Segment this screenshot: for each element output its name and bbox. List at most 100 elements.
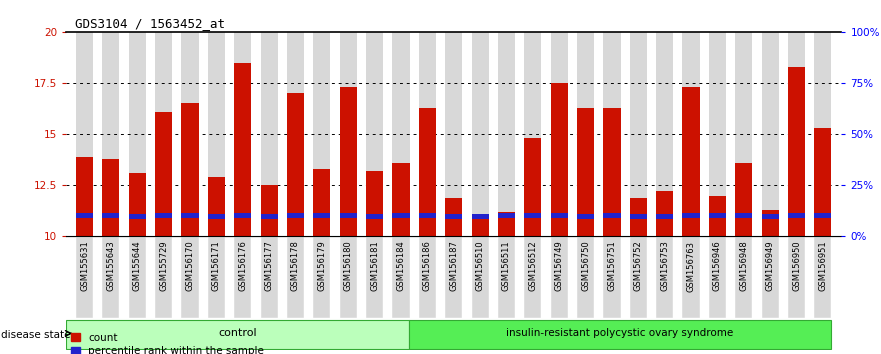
Bar [788, 213, 805, 218]
Bar [234, 32, 251, 236]
Bar [366, 32, 383, 236]
Bar [603, 108, 620, 236]
Bar [524, 213, 542, 218]
Bar [261, 32, 278, 236]
Text: GSM156752: GSM156752 [633, 241, 643, 291]
FancyBboxPatch shape [788, 236, 805, 318]
Bar [445, 198, 463, 236]
Text: GSM155644: GSM155644 [133, 241, 142, 291]
Text: GSM156950: GSM156950 [792, 241, 801, 291]
Bar [181, 103, 198, 236]
Bar [314, 32, 330, 236]
Bar [577, 108, 594, 236]
Bar [418, 108, 436, 236]
FancyBboxPatch shape [603, 236, 620, 318]
Bar [761, 32, 779, 236]
FancyBboxPatch shape [683, 236, 700, 318]
Bar [761, 210, 779, 236]
FancyBboxPatch shape [314, 236, 330, 318]
Bar [208, 32, 225, 236]
Bar [366, 214, 383, 219]
Bar [155, 213, 172, 218]
Bar [524, 32, 542, 236]
FancyBboxPatch shape [76, 236, 93, 318]
Text: GSM156181: GSM156181 [370, 241, 379, 291]
Bar [709, 195, 726, 236]
Bar [287, 213, 304, 218]
FancyBboxPatch shape [392, 236, 410, 318]
Bar [551, 213, 567, 218]
Bar [129, 32, 146, 236]
Bar [471, 214, 489, 236]
Bar [603, 213, 620, 218]
Bar [261, 214, 278, 219]
Bar [736, 213, 752, 218]
Bar [392, 163, 410, 236]
Bar [814, 128, 832, 236]
FancyBboxPatch shape [418, 236, 436, 318]
Bar [736, 32, 752, 236]
Bar [656, 214, 673, 219]
Bar [683, 87, 700, 236]
Text: GSM155729: GSM155729 [159, 241, 168, 291]
Bar [340, 213, 357, 218]
Bar [498, 213, 515, 218]
Bar [181, 213, 198, 218]
Bar [234, 213, 251, 218]
Bar [498, 212, 515, 236]
Bar [102, 32, 120, 236]
Bar [181, 32, 198, 236]
Bar [577, 32, 594, 236]
Bar [76, 213, 93, 218]
Text: GSM156511: GSM156511 [502, 241, 511, 291]
Text: GSM156176: GSM156176 [238, 241, 248, 291]
Bar [551, 32, 567, 236]
FancyBboxPatch shape [551, 236, 567, 318]
FancyBboxPatch shape [498, 236, 515, 318]
Text: GSM156170: GSM156170 [186, 241, 195, 291]
FancyBboxPatch shape [409, 320, 831, 349]
FancyBboxPatch shape [102, 236, 120, 318]
FancyBboxPatch shape [524, 236, 542, 318]
Text: GSM156186: GSM156186 [423, 241, 432, 291]
FancyBboxPatch shape [181, 236, 198, 318]
Bar [788, 67, 805, 236]
Bar [314, 169, 330, 236]
Bar [630, 198, 647, 236]
Text: insulin-resistant polycystic ovary syndrome: insulin-resistant polycystic ovary syndr… [507, 329, 734, 338]
FancyBboxPatch shape [736, 236, 752, 318]
Bar [418, 32, 436, 236]
FancyBboxPatch shape [577, 236, 594, 318]
Text: GSM156948: GSM156948 [739, 241, 748, 291]
Text: GSM156951: GSM156951 [818, 241, 827, 291]
Bar [524, 138, 542, 236]
Bar [366, 171, 383, 236]
Text: GSM156751: GSM156751 [607, 241, 617, 291]
FancyBboxPatch shape [814, 236, 832, 318]
Text: GSM156949: GSM156949 [766, 241, 774, 291]
Bar [471, 32, 489, 236]
Bar [603, 32, 620, 236]
Text: GSM156510: GSM156510 [476, 241, 485, 291]
Text: GSM156749: GSM156749 [555, 241, 564, 291]
Text: GSM156946: GSM156946 [713, 241, 722, 291]
Bar [656, 192, 673, 236]
FancyBboxPatch shape [129, 236, 146, 318]
Bar [630, 214, 647, 219]
Bar [287, 93, 304, 236]
Text: GSM156177: GSM156177 [264, 241, 274, 291]
Bar [814, 32, 832, 236]
Bar [392, 32, 410, 236]
Bar [814, 213, 832, 218]
Bar [551, 83, 567, 236]
Bar [234, 63, 251, 236]
FancyBboxPatch shape [761, 236, 779, 318]
Text: GSM156179: GSM156179 [317, 241, 326, 291]
Legend: count, percentile rank within the sample: count, percentile rank within the sample [71, 333, 263, 354]
FancyBboxPatch shape [234, 236, 251, 318]
Bar [471, 214, 489, 219]
FancyBboxPatch shape [445, 236, 463, 318]
Bar [761, 214, 779, 219]
Text: GSM156171: GSM156171 [212, 241, 221, 291]
Text: GSM156180: GSM156180 [344, 241, 352, 291]
